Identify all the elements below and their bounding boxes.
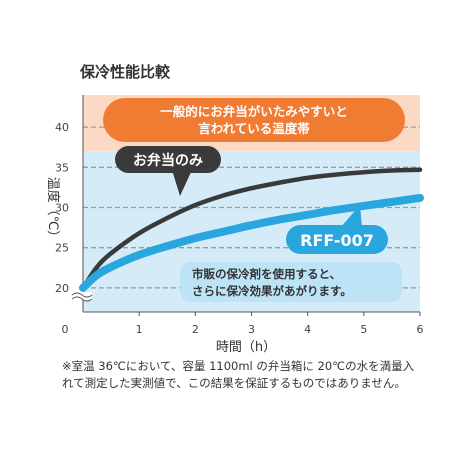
chart-title: 保冷性能比較 [79, 63, 171, 81]
y-tick-labels: 20 25 30 35 40 [55, 121, 69, 295]
series2-label: RFF-007 [300, 231, 374, 250]
series-lines [79, 167, 424, 292]
warm-zone-label-line1: 一般的にお弁当がいたみやすいと [160, 104, 348, 119]
series1-label: お弁当のみ [133, 152, 203, 169]
series1-callout-pointer [172, 170, 192, 196]
footnote-line: れて測定した実測値で、この結果を保証するものではありません。 [62, 376, 406, 390]
warm-zone-callout-bubble [103, 98, 405, 142]
footnote-line: ※室温 36℃において、容量 1100ml の弁当箱に 20℃の水を満量入 [62, 359, 415, 373]
y-axis-label: 温度（℃） [45, 177, 61, 244]
series1-callout-bubble [115, 146, 221, 173]
y-tick-label: 40 [55, 121, 69, 134]
cool-info-box: 市販の保冷剤を使用すると、 さらに保冷効果があがります。 [180, 262, 402, 302]
series2-callout-pointer [340, 205, 362, 228]
x-tick-label: 2 [192, 323, 199, 336]
series2-callout-bubble [286, 225, 388, 254]
footnote: ※室温 36℃において、容量 1100ml の弁当箱に 20℃の水を満量入 れて… [62, 358, 452, 392]
x-tick-label: 0 [62, 323, 69, 336]
x-tick-label: 6 [417, 323, 424, 336]
axis-break-mark [71, 292, 93, 298]
axis-break-mark [71, 296, 93, 302]
y-tick-label: 25 [55, 242, 69, 255]
cool-info-box-bg [180, 262, 402, 302]
cool-label-line2: さらに保冷効果があがります。 [192, 284, 352, 298]
axis-break-gap [78, 292, 92, 300]
series-line-1 [80, 167, 423, 291]
x-axis-label: 時間（h） [216, 340, 276, 355]
warm-zone-callout: 一般的にお弁当がいたみやすいと 言われている温度帯 [103, 98, 405, 142]
y-tick-label: 35 [55, 161, 69, 174]
series1-callout: お弁当のみ [115, 146, 221, 196]
y-tick-label: 20 [55, 282, 69, 295]
cool-label-line1: 市販の保冷剤を使用すると、 [192, 267, 341, 281]
series2-callout: RFF-007 [286, 205, 388, 254]
x-tick-label: 1 [136, 323, 143, 336]
x-tick-labels: 0 1 2 3 4 5 6 [62, 312, 424, 336]
x-tick-label: 3 [248, 323, 255, 336]
warm-zone-label-line2: 言われている温度帯 [198, 121, 310, 136]
x-tick-label: 5 [360, 323, 367, 336]
axis-break [71, 292, 93, 302]
x-tick-label: 4 [304, 323, 311, 336]
series-line-2 [79, 193, 424, 292]
y-tick-label: 30 [55, 202, 69, 215]
